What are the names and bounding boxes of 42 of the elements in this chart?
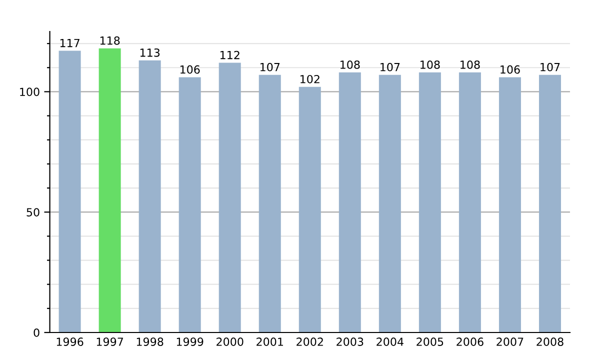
- y-tick-label: 100: [20, 88, 40, 96]
- bar: [178, 77, 201, 332]
- data-label: 107: [380, 62, 400, 72]
- bar: [378, 74, 401, 332]
- data-label: 107: [260, 62, 280, 72]
- bar: [458, 72, 481, 332]
- data-label: 108: [460, 60, 480, 69]
- data-label: 107: [540, 62, 560, 72]
- bar: [218, 62, 241, 332]
- x-tick-label: 1999: [176, 338, 204, 346]
- x-tick-label: 2006: [456, 338, 484, 346]
- x-tick-label: 2005: [416, 338, 444, 346]
- x-tick-label: 2007: [496, 338, 524, 346]
- bar: [298, 86, 321, 332]
- data-label: 113: [140, 48, 160, 57]
- bar: [258, 74, 281, 332]
- data-label: 102: [300, 74, 320, 84]
- y-tick-label: 0: [34, 328, 40, 337]
- data-label: 106: [500, 65, 520, 74]
- data-label: 106: [180, 65, 200, 74]
- x-tick-label: 1996: [56, 338, 84, 346]
- x-tick-label: 2004: [376, 338, 404, 346]
- bar: [138, 60, 161, 332]
- bar: [98, 48, 121, 332]
- x-tick-label: 2002: [296, 338, 323, 346]
- bar: [58, 50, 81, 332]
- x-tick-label: 2000: [216, 338, 244, 346]
- bar: [498, 77, 521, 332]
- x-tick-label: 2001: [256, 338, 283, 346]
- bar: [538, 74, 561, 332]
- data-label: 112: [220, 50, 240, 60]
- x-tick-label: 2003: [336, 338, 364, 346]
- data-label: 108: [340, 60, 360, 69]
- bar: [418, 72, 441, 332]
- data-label: 118: [100, 36, 120, 45]
- x-tick-label: 2008: [536, 338, 564, 346]
- data-label: 117: [60, 38, 80, 48]
- bar: [338, 72, 361, 332]
- data-label: 108: [420, 60, 440, 69]
- y-tick-label: 50: [26, 208, 40, 216]
- x-tick-label: 1998: [136, 338, 164, 346]
- x-tick-label: 1997: [96, 338, 124, 346]
